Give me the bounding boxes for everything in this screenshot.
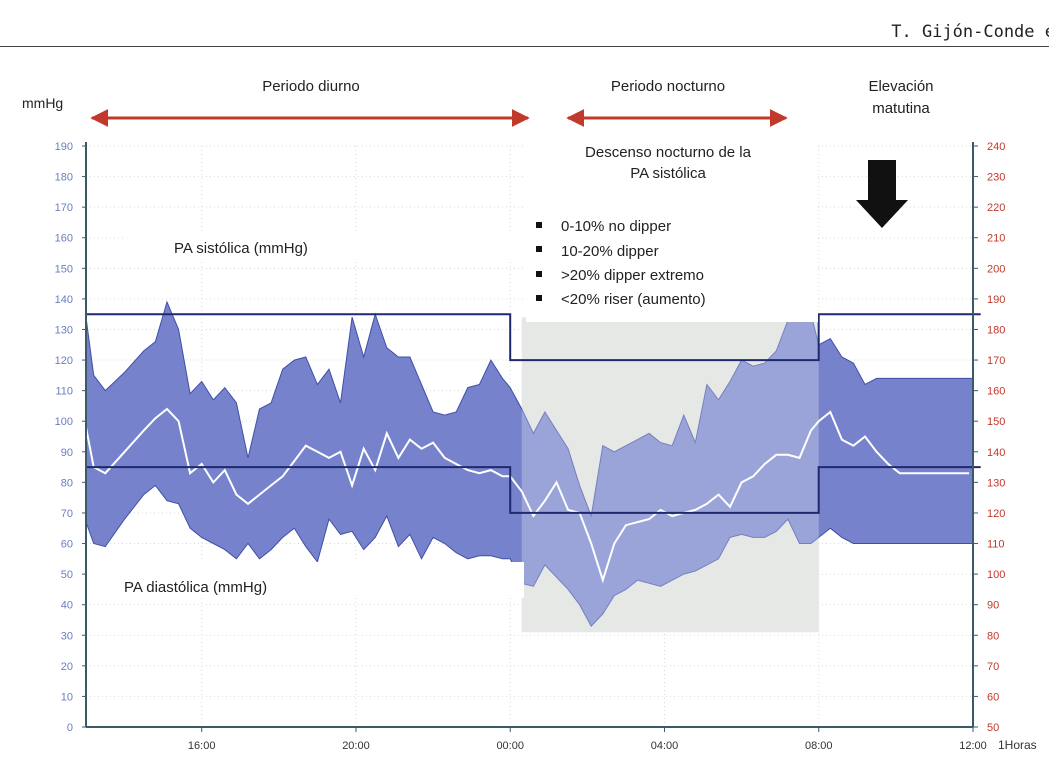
right-tick-label: 170 bbox=[987, 355, 1005, 367]
right-tick-label: 160 bbox=[987, 386, 1005, 398]
legend-bullet bbox=[536, 246, 542, 252]
x-tick-label: 12:00 bbox=[959, 740, 987, 752]
right-tick-label: 210 bbox=[987, 233, 1005, 245]
diastolic-label-bg bbox=[90, 562, 524, 598]
right-tick-label: 140 bbox=[987, 447, 1005, 459]
left-tick-label: 120 bbox=[55, 355, 73, 367]
diastolic-label: PA diastólica (mmHg) bbox=[124, 579, 267, 596]
x-tick-label: 04:00 bbox=[651, 740, 679, 752]
left-tick-label: 150 bbox=[55, 263, 73, 275]
legend-item-no-dipper: 0-10% no dipper bbox=[561, 218, 671, 235]
legend-box bbox=[526, 136, 818, 322]
right-tick-label: 100 bbox=[987, 569, 1005, 581]
line-layer bbox=[85, 313, 981, 584]
left-tick-label: 90 bbox=[61, 447, 73, 459]
legend-item-riser: <20% riser (aumento) bbox=[561, 291, 706, 308]
right-tick-label: 180 bbox=[987, 324, 1005, 336]
x-tick-label: 16:00 bbox=[188, 740, 216, 752]
left-tick-label: 20 bbox=[61, 661, 73, 673]
right-tick-label: 80 bbox=[987, 630, 999, 642]
right-tick-label: 50 bbox=[987, 722, 999, 734]
systolic-label-bg bbox=[124, 232, 524, 262]
right-tick-label: 120 bbox=[987, 508, 1005, 520]
systolic-threshold-line bbox=[86, 313, 981, 362]
descent-title-line1: Descenso nocturno de la bbox=[585, 144, 752, 161]
left-tick-label: 70 bbox=[61, 508, 73, 520]
left-tick-label: 180 bbox=[55, 172, 73, 184]
right-tick-label: 70 bbox=[987, 661, 999, 673]
left-tick-label: 40 bbox=[61, 600, 73, 612]
left-tick-label: 110 bbox=[55, 386, 73, 398]
left-tick-label: 50 bbox=[61, 569, 73, 581]
left-tick-label: 140 bbox=[55, 294, 73, 306]
annotation-layer: mmHg 1Horas Periodo diurno Periodo noctu… bbox=[22, 78, 1037, 752]
right-tick-label: 240 bbox=[987, 141, 1005, 153]
right-tick-label: 130 bbox=[987, 477, 1005, 489]
mean-bp-line bbox=[85, 407, 970, 584]
legend-bullet bbox=[536, 271, 542, 277]
left-tick-label: 100 bbox=[55, 416, 73, 428]
x-unit-label: 1Horas bbox=[998, 738, 1037, 752]
legend-item-dipper-extremo: >20% dipper extremo bbox=[561, 267, 704, 284]
header-rule bbox=[0, 46, 1049, 47]
legend-bullet bbox=[536, 222, 542, 228]
y-unit-label: mmHg bbox=[22, 95, 63, 111]
night-overlay bbox=[521, 317, 819, 633]
x-tick-label: 08:00 bbox=[805, 740, 833, 752]
right-tick-label: 230 bbox=[987, 172, 1005, 184]
diastolic-threshold-line bbox=[86, 466, 981, 514]
right-tick-label: 190 bbox=[987, 294, 1005, 306]
left-tick-label: 60 bbox=[61, 539, 73, 551]
area-layer bbox=[85, 258, 974, 633]
left-tick-label: 30 bbox=[61, 630, 73, 642]
left-tick-label: 130 bbox=[55, 324, 73, 336]
right-tick-label: 200 bbox=[987, 263, 1005, 275]
descent-title-line2: PA sistólica bbox=[630, 165, 706, 182]
right-tick-label: 150 bbox=[987, 416, 1005, 428]
period-label-nocturno: Periodo nocturno bbox=[611, 78, 725, 95]
left-tick-label: 10 bbox=[61, 691, 73, 703]
right-tick-label: 110 bbox=[987, 539, 1005, 551]
axis-layer: 0 10 20 30 40 50 60 70 80 90 100 110 120 130 140 150 160… bbox=[55, 141, 1006, 752]
systolic-label: PA sistólica (mmHg) bbox=[174, 240, 308, 257]
left-tick-label: 160 bbox=[55, 233, 73, 245]
down-arrow-icon bbox=[856, 160, 908, 228]
legend-bullet bbox=[536, 295, 542, 301]
period-label-diurno: Periodo diurno bbox=[262, 78, 360, 95]
right-tick-label: 90 bbox=[987, 600, 999, 612]
x-tick-label: 00:00 bbox=[496, 740, 524, 752]
right-tick-label: 220 bbox=[987, 202, 1005, 214]
left-tick-label: 190 bbox=[55, 141, 73, 153]
right-tick-label: 60 bbox=[987, 691, 999, 703]
period-label-elevacion-line1: Elevación bbox=[868, 78, 933, 95]
left-tick-label: 170 bbox=[55, 202, 73, 214]
left-tick-label: 80 bbox=[61, 477, 73, 489]
x-tick-label: 20:00 bbox=[342, 740, 370, 752]
left-tick-label: 0 bbox=[67, 722, 73, 734]
header-author: T. Gijón-Conde e bbox=[891, 22, 1049, 42]
period-label-elevacion-line2: matutina bbox=[872, 100, 930, 117]
legend-item-dipper: 10-20% dipper bbox=[561, 243, 659, 260]
